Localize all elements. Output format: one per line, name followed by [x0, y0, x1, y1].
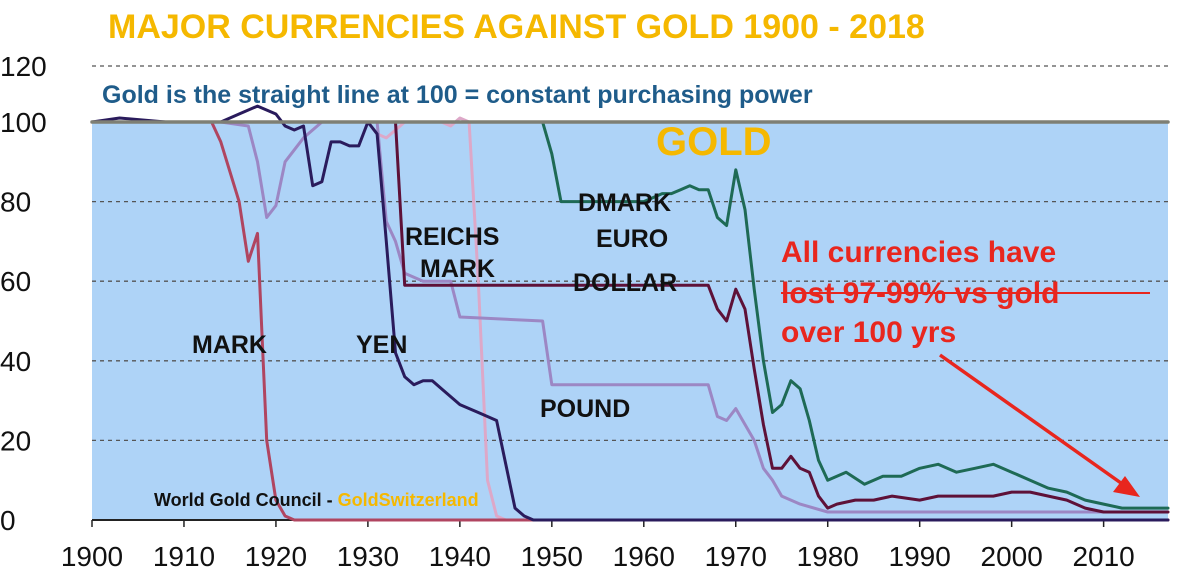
x-tick-label: 2010	[1072, 541, 1134, 572]
axes: 0 20 40 60 80 100 120 1900 1910 1920 1930 1940 1950 1…	[0, 51, 1168, 572]
label-mark: MARK	[192, 331, 267, 359]
y-tick-label: 60	[0, 266, 31, 297]
series-line-reichs-mark	[90, 116, 1170, 522]
x-tick-label: 1990	[889, 541, 951, 572]
y-tick-label: 80	[0, 187, 31, 218]
x-tick-label: 1920	[245, 541, 307, 572]
x-tick-label: 1940	[429, 541, 491, 572]
label-euro: EURO	[596, 225, 668, 253]
series-line-pound	[90, 120, 1170, 514]
x-tick-label: 1900	[61, 541, 123, 572]
label-reichs-mark: MARK	[420, 255, 495, 283]
x-tick-label: 1960	[613, 541, 675, 572]
x-tick-label: 1930	[337, 541, 399, 572]
series-line-dollar	[90, 120, 1170, 514]
series-lines	[90, 104, 1170, 522]
y-tick-label: 20	[0, 425, 31, 456]
annotation-line-3: over 100 yrs	[781, 316, 956, 349]
plot-area	[92, 122, 1168, 520]
label-gold: GOLD	[656, 120, 772, 164]
x-tick-label: 2000	[981, 541, 1043, 572]
chart-title: MAJOR CURRENCIES AGAINST GOLD 1900 - 201…	[108, 8, 925, 46]
annotation-line-1: All currencies have	[781, 236, 1056, 269]
label-reichs: REICHS	[405, 223, 499, 251]
label-dollar: DOLLAR	[573, 269, 677, 297]
label-dmark: DMARK	[578, 189, 671, 217]
y-tick-label: 120	[0, 51, 47, 82]
series-line-mark	[90, 120, 1170, 522]
x-tick-label: 1980	[797, 541, 859, 572]
y-tick-label: 100	[0, 107, 47, 138]
y-tick-label: 40	[0, 346, 31, 377]
label-pound: POUND	[540, 395, 630, 423]
x-tick-label: 1950	[521, 541, 583, 572]
x-tick-label: 1970	[705, 541, 767, 572]
annotation-arrow	[938, 353, 1140, 497]
x-tick-label: 1910	[153, 541, 215, 572]
y-tick-label: 0	[0, 505, 16, 536]
chart-subtitle: Gold is the straight line at 100 = const…	[102, 81, 813, 109]
series-line-dmark-euro	[541, 120, 1170, 510]
source-label: World Gold Council - GoldSwitzerland	[154, 490, 479, 510]
label-yen: YEN	[356, 331, 407, 359]
